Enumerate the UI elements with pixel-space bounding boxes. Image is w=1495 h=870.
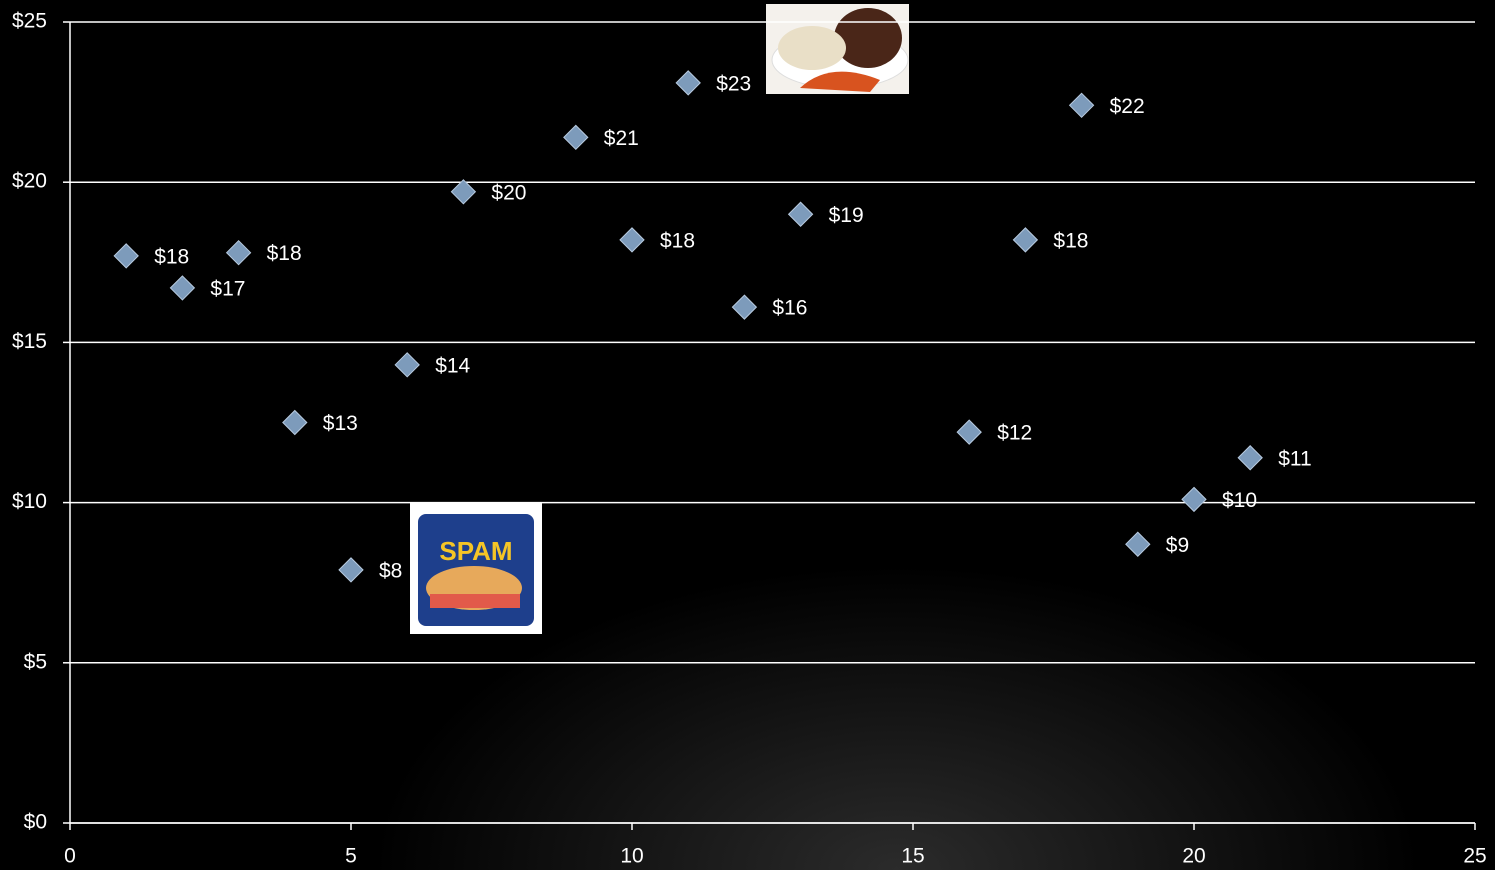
point	[956, 419, 982, 445]
point	[787, 201, 814, 227]
spam-image: SPAM	[410, 502, 542, 634]
data-label: $21	[604, 127, 639, 150]
data-label: $8	[379, 559, 402, 582]
point	[1125, 531, 1151, 557]
data-label: $10	[1222, 489, 1257, 512]
x-tick-label: 25	[1463, 845, 1486, 868]
y-tick-label: $20	[12, 170, 47, 193]
data-label: $20	[491, 181, 526, 204]
point	[1012, 227, 1039, 253]
point	[675, 70, 701, 96]
point	[1068, 92, 1095, 119]
point	[450, 179, 477, 205]
point	[619, 227, 645, 253]
data-label: $16	[772, 297, 807, 320]
point	[169, 275, 196, 301]
x-tick-label: 15	[901, 845, 924, 868]
data-label: $9	[1166, 534, 1189, 557]
x-tick-label: 10	[620, 845, 643, 868]
data-label: $13	[323, 412, 358, 435]
data-label: $18	[267, 242, 302, 265]
point	[338, 557, 364, 583]
point	[394, 352, 420, 378]
y-tick-label: $0	[24, 811, 47, 834]
x-tick-label: 20	[1182, 845, 1205, 868]
spam-text: SPAM	[439, 536, 512, 566]
y-tick-label: $5	[24, 650, 47, 673]
y-tick-label: $10	[12, 490, 47, 513]
point	[563, 124, 589, 151]
data-label: $18	[154, 245, 189, 268]
point	[1237, 445, 1263, 471]
data-label: $14	[435, 354, 470, 377]
x-tick-label: 5	[345, 845, 357, 868]
data-label: $23	[716, 72, 751, 95]
y-tick-label: $25	[12, 10, 47, 33]
point	[282, 409, 308, 436]
point	[225, 239, 252, 266]
data-label: $12	[997, 422, 1032, 445]
data-label: $18	[1053, 229, 1088, 252]
data-label: $11	[1278, 447, 1311, 470]
point	[1181, 486, 1207, 513]
point	[113, 243, 139, 269]
data-label: $19	[829, 204, 864, 227]
y-tick-label: $15	[12, 330, 47, 353]
data-label: $18	[660, 229, 695, 252]
data-label: $17	[210, 277, 245, 300]
steak-image	[766, 4, 909, 94]
x-tick-label: 0	[64, 845, 76, 868]
data-label: $22	[1110, 95, 1145, 118]
point	[731, 294, 758, 320]
